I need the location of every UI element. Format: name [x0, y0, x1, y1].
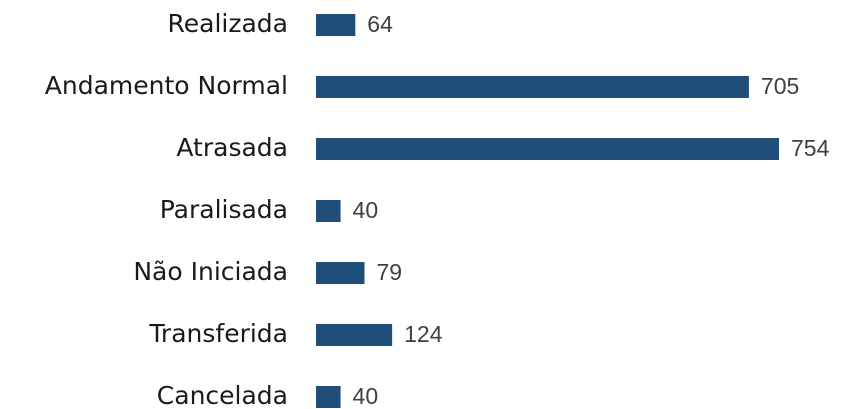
bar	[316, 14, 356, 36]
bar	[316, 76, 749, 98]
bar	[316, 386, 341, 408]
category-label: Andamento Normal	[45, 71, 288, 100]
bar	[316, 324, 393, 346]
category-label: Cancelada	[157, 381, 288, 409]
value-label: 124	[404, 321, 443, 347]
value-label: 79	[377, 259, 403, 285]
bar	[316, 138, 779, 160]
category-label: Atrasada	[176, 133, 288, 162]
category-label: Não Iniciada	[133, 257, 288, 286]
value-label: 40	[353, 383, 379, 409]
value-label: 64	[367, 11, 393, 37]
bar	[316, 200, 341, 222]
category-label: Transferida	[148, 319, 288, 348]
value-label: 754	[791, 135, 830, 161]
bar	[316, 262, 365, 284]
category-label: Realizada	[168, 9, 288, 38]
value-label: 705	[761, 73, 799, 99]
value-label: 40	[353, 197, 379, 223]
category-label: Paralisada	[160, 195, 288, 224]
